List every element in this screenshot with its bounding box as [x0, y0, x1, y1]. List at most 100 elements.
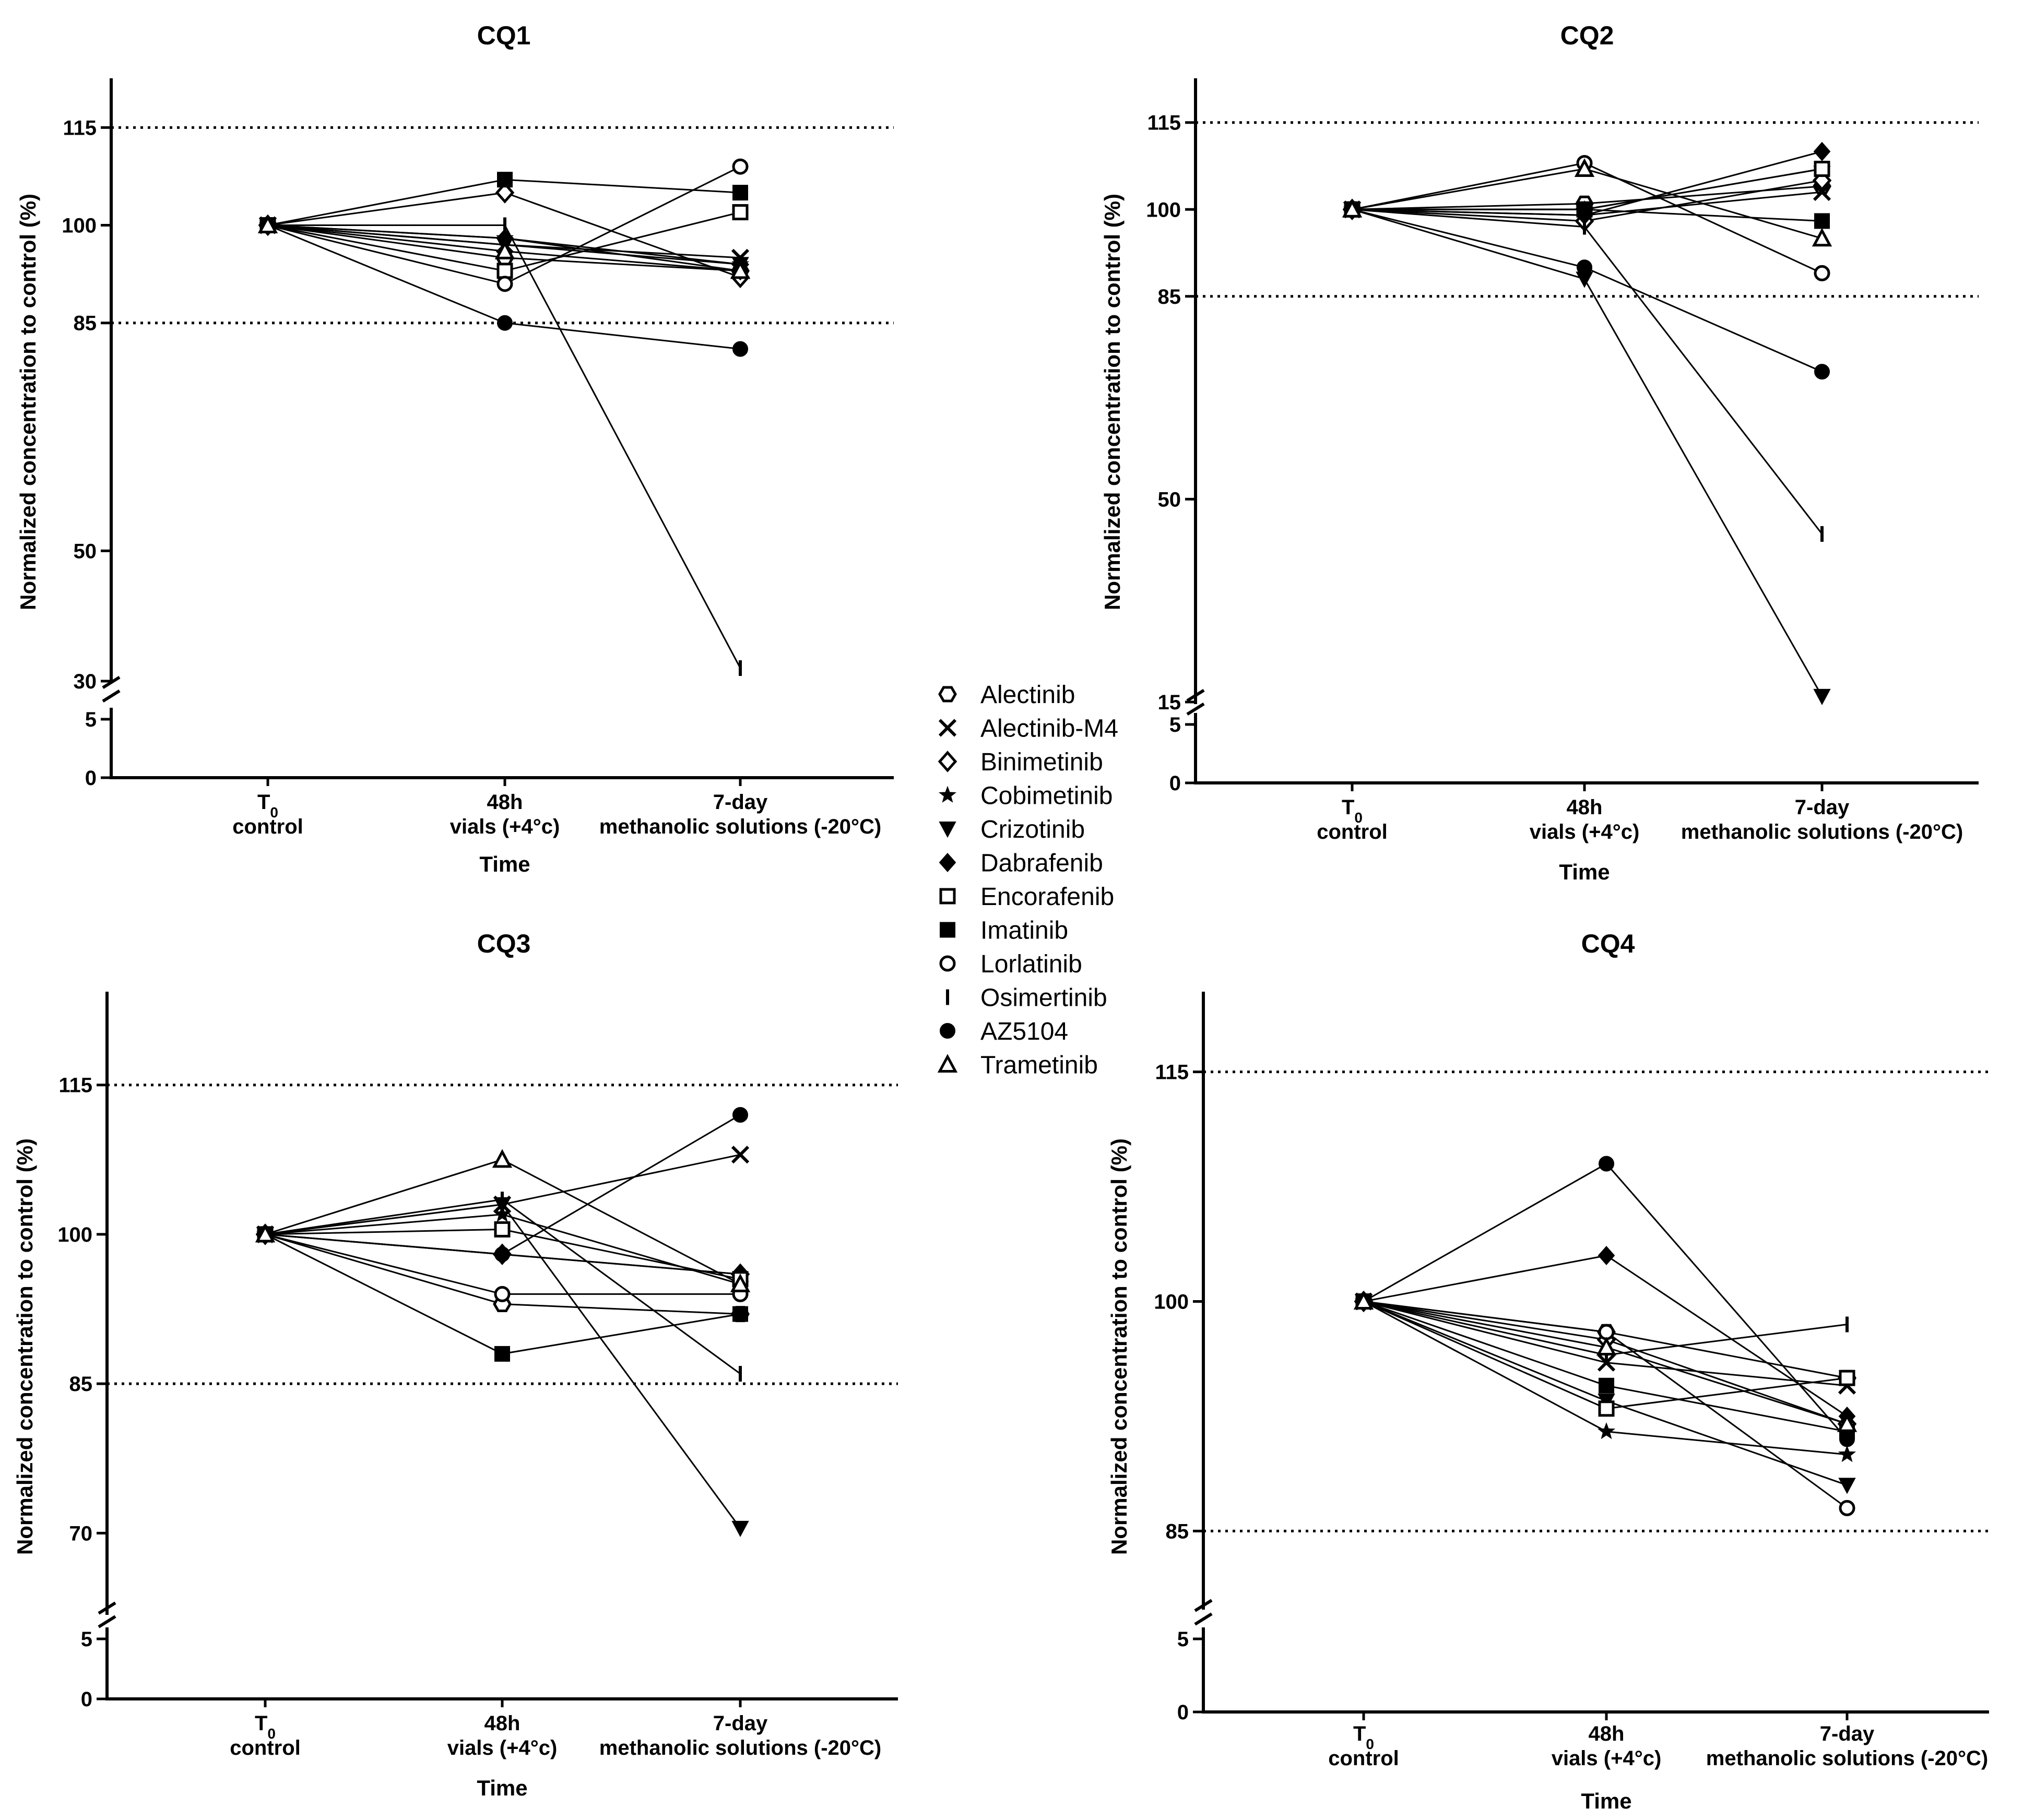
x-tick-label-line2: methanolic solutions (-20°C) [1706, 1747, 1989, 1770]
y-tick-label: 115 [58, 1074, 92, 1097]
chart-title: CQ4 [1581, 929, 1635, 958]
x-tick-label: 48h [1589, 1722, 1625, 1745]
chart-title: CQ1 [477, 21, 531, 50]
data-point-az5104 [1577, 259, 1592, 276]
data-point-encorafenib [494, 1221, 511, 1238]
data-point-cobimetinib [1838, 1445, 1856, 1462]
y-tick-label: 115 [63, 116, 97, 139]
y-tick-label: 0 [85, 767, 97, 790]
y-tick-label: 115 [1147, 112, 1181, 135]
data-point-az5104 [1814, 364, 1830, 380]
chart-title: CQ3 [477, 929, 531, 958]
x-tick-label-subscript: 0 [270, 804, 278, 820]
data-point-encorafenib [732, 204, 749, 221]
data-point-trametinib [1353, 1291, 1374, 1310]
data-point-imatinib [1599, 1377, 1614, 1394]
x-tick-label-line2: methanolic solutions (-20°C) [599, 815, 882, 838]
y-tick-label: 85 [69, 1373, 93, 1396]
legend-marker-cobimetinib [938, 786, 957, 803]
data-point-crizotinib [1838, 1478, 1856, 1494]
legend-label-crizotinib: Crizotinib [980, 816, 1085, 843]
data-point-trametinib [492, 1149, 513, 1168]
legend-marker-alectinib [938, 686, 957, 703]
y-tick-label: 100 [1154, 1291, 1189, 1314]
legend-marker-imatinib [940, 922, 955, 938]
y-tick-label: 115 [1155, 1061, 1189, 1084]
legend-marker-lorlatinib [939, 955, 956, 972]
data-point-trametinib [257, 215, 278, 234]
x-axis-label: Time [479, 852, 530, 876]
data-point-az5104 [1839, 1431, 1855, 1447]
chart-title: CQ2 [1560, 21, 1614, 50]
data-point-az5104 [1599, 1156, 1614, 1172]
data-point-trametinib [730, 1274, 751, 1292]
data-point-lorlatinib [1839, 1500, 1855, 1516]
y-tick-label: 50 [1158, 488, 1181, 511]
y-tick-label: 15 [1158, 691, 1181, 714]
data-point-imatinib [732, 185, 748, 201]
legend-label-alectinib-m4: Alectinib-M4 [980, 715, 1118, 743]
y-tick-label: 0 [1177, 1701, 1189, 1724]
y-tick-label: 0 [1169, 772, 1181, 795]
y-tick-label: 5 [85, 708, 97, 731]
y-axis-label: Normalized concentration to control (%) [1107, 1138, 1131, 1555]
data-point-lorlatinib [496, 276, 513, 292]
data-point-az5104 [732, 341, 748, 357]
legend: Alectinib Alectinib-M4 Binimetinib Cobimeti… [937, 681, 1118, 1079]
data-point-dabrafenib [1598, 1246, 1615, 1266]
x-tick-label-line2: vials (+4°c) [450, 815, 560, 838]
legend-label-lorlatinib: Lorlatinib [980, 950, 1082, 978]
x-tick-label-line2: control [1317, 820, 1388, 843]
data-point-encorafenib [1839, 1370, 1855, 1386]
x-tick-label: 7-day [1795, 796, 1850, 819]
y-axis-label: Normalized concentration to control (%) [16, 194, 40, 610]
x-tick-label-line2: control [230, 1736, 301, 1759]
axis-break-mark [1186, 688, 1205, 716]
data-point-trametinib [255, 1223, 276, 1243]
data-point-az5104 [732, 1107, 748, 1123]
x-axis-label: Time [1559, 860, 1610, 884]
series-line-osimertinib [1352, 208, 1823, 534]
data-point-trametinib [1574, 158, 1595, 177]
legend-label-osimertinib: Osimertinib [980, 984, 1107, 1012]
x-tick-label: 48h [1567, 796, 1603, 819]
x-tick-label: 7-day [713, 791, 768, 814]
legend-marker-az5104 [940, 1023, 955, 1039]
data-point-encorafenib [496, 263, 513, 279]
data-point-az5104 [494, 1246, 510, 1263]
x-tick-label: 48h [487, 791, 523, 814]
legend-label-binimetinib: Binimetinib [980, 748, 1103, 776]
x-tick-label-line2: methanolic solutions (-20°C) [599, 1736, 882, 1759]
data-point-alectinib-m4 [731, 1146, 750, 1164]
y-tick-label: 85 [1158, 286, 1181, 308]
legend-label-az5104: AZ5104 [980, 1018, 1068, 1045]
y-tick-label: 5 [1177, 1628, 1189, 1651]
data-point-dabrafenib [1813, 141, 1831, 161]
data-point-imatinib [1814, 213, 1830, 229]
data-point-trametinib [494, 241, 515, 259]
data-point-imatinib [494, 1346, 510, 1362]
x-axis-label: Time [477, 1776, 527, 1800]
data-point-trametinib [730, 260, 751, 279]
y-tick-label: 5 [81, 1628, 92, 1651]
data-point-encorafenib [1598, 1400, 1615, 1417]
legend-marker-trametinib [937, 1054, 958, 1073]
x-tick-label: 7-day [1820, 1722, 1875, 1745]
legend-marker-binimetinib [938, 751, 957, 772]
x-tick-label-subscript: 0 [1354, 810, 1363, 826]
data-point-imatinib [1577, 201, 1592, 218]
data-point-lorlatinib [1814, 265, 1830, 281]
x-tick-label: 7-day [713, 1712, 768, 1735]
x-axis-label: Time [1581, 1789, 1631, 1813]
x-tick-label-subscript: 0 [1366, 1736, 1374, 1752]
data-point-crizotinib [731, 1520, 749, 1537]
x-tick-label-subscript: 0 [267, 1726, 276, 1742]
y-tick-label: 100 [62, 215, 97, 237]
legend-label-cobimetinib: Cobimetinib [980, 782, 1113, 810]
legend-marker-dabrafenib [939, 852, 956, 873]
